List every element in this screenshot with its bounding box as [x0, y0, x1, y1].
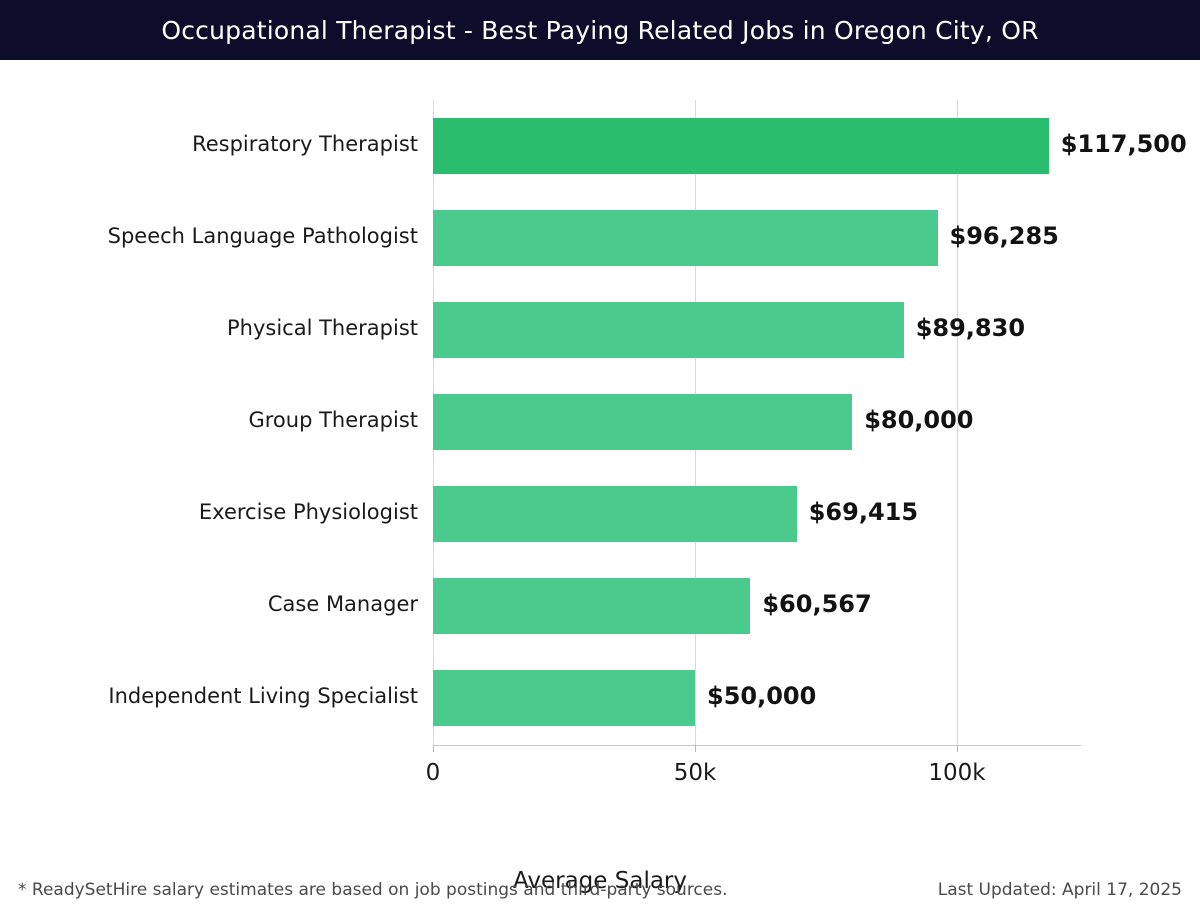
- header-bar: Occupational Therapist - Best Paying Rel…: [0, 0, 1200, 60]
- footer-last-updated: Last Updated: April 17, 2025: [937, 880, 1182, 900]
- value-label: $96,285: [949, 222, 1059, 250]
- value-label: $80,000: [864, 406, 974, 434]
- footer-disclaimer: * ReadySetHire salary estimates are base…: [18, 880, 728, 900]
- x-tick-label: 0: [425, 760, 441, 786]
- bar[interactable]: [433, 394, 853, 450]
- bar-chart: Respiratory Therapist $117,500 Speech Lang…: [0, 60, 1200, 894]
- x-axis-title-text: Average Salary: [512, 868, 687, 894]
- bar[interactable]: [433, 210, 938, 266]
- bar[interactable]: [433, 118, 1049, 174]
- value-label: $60,567: [762, 590, 872, 618]
- x-axis-title: Average Salary: [0, 868, 1200, 894]
- tick-mark: [957, 745, 958, 752]
- category-label: Exercise Physiologist: [198, 500, 418, 524]
- value-label: $117,500: [1060, 130, 1187, 158]
- gridline: [957, 100, 958, 745]
- bar[interactable]: [433, 302, 904, 358]
- tick-mark: [433, 745, 434, 752]
- value-label: $50,000: [707, 682, 817, 710]
- category-label: Physical Therapist: [227, 316, 418, 340]
- footer: * ReadySetHire salary estimates are base…: [0, 872, 1200, 920]
- bar[interactable]: [433, 670, 695, 726]
- category-label: Case Manager: [267, 592, 418, 616]
- bar[interactable]: [433, 486, 797, 542]
- category-label: Independent Living Specialist: [108, 684, 418, 708]
- x-tick-label: 100k: [928, 760, 986, 786]
- page-title: Occupational Therapist - Best Paying Rel…: [161, 15, 1039, 45]
- bar[interactable]: [433, 578, 751, 634]
- x-axis-line: [433, 745, 1081, 746]
- tick-mark: [695, 745, 696, 752]
- category-label: Speech Language Pathologist: [107, 224, 418, 248]
- category-label: Group Therapist: [248, 408, 418, 432]
- value-label: $69,415: [808, 498, 919, 526]
- x-tick-label: 50k: [673, 760, 717, 786]
- category-label: Respiratory Therapist: [192, 132, 418, 156]
- value-label: $89,830: [915, 314, 1026, 342]
